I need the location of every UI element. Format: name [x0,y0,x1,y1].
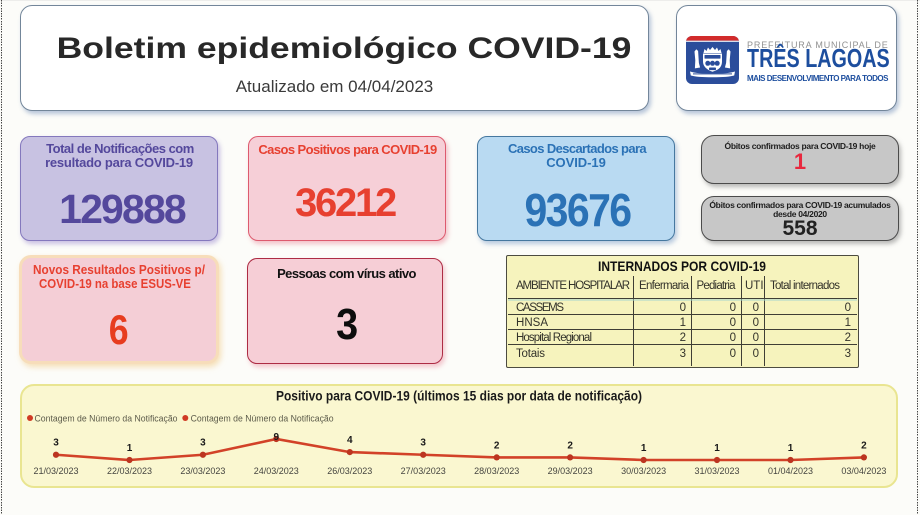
svg-text:30/03/2023: 30/03/2023 [621,466,666,476]
svg-text:2: 2 [680,332,686,344]
svg-text:03/04/2023: 03/04/2023 [841,466,886,476]
svg-text:9: 9 [274,432,280,443]
svg-text:Enfermaria: Enfermaria [639,280,690,292]
svg-text:01/04/2023: 01/04/2023 [768,466,813,476]
svg-text:4: 4 [347,435,353,446]
svg-text:Hospital Regional: Hospital Regional [516,332,592,344]
svg-text:23/03/2023: 23/03/2023 [180,466,225,476]
svg-text:2: 2 [494,440,500,451]
svg-text:2: 2 [861,440,867,451]
svg-text:0: 0 [730,348,736,360]
svg-text:INTERNADOS POR COVID-19: INTERNADOS POR COVID-19 [598,258,766,274]
svg-text:0: 0 [730,317,736,329]
svg-text:1: 1 [788,443,794,454]
svg-text:0: 0 [753,332,759,344]
svg-text:Contagem de Número da Notifica: Contagem de Número da Notificação [191,413,334,423]
svg-text:31/03/2023: 31/03/2023 [694,466,739,476]
svg-text:Total internados: Total internados [770,280,840,292]
svg-text:1: 1 [127,443,133,454]
svg-text:Pediatria: Pediatria [697,280,737,292]
svg-text:0: 0 [753,348,759,360]
svg-text:HNSA: HNSA [516,317,548,329]
svg-text:1: 1 [845,317,851,329]
svg-text:3: 3 [53,438,59,449]
svg-text:2: 2 [567,440,573,451]
svg-text:CASSEMS: CASSEMS [516,302,564,314]
svg-text:28/03/2023: 28/03/2023 [474,466,519,476]
svg-text:0: 0 [753,302,759,314]
svg-text:1: 1 [714,443,720,454]
svg-text:29/03/2023: 29/03/2023 [548,466,593,476]
svg-text:22/03/2023: 22/03/2023 [107,466,152,476]
svg-text:3: 3 [200,438,206,449]
svg-text:3: 3 [680,348,686,360]
svg-text:27/03/2023: 27/03/2023 [401,466,446,476]
svg-text:Totais: Totais [516,348,545,360]
svg-text:0: 0 [730,332,736,344]
svg-text:AMBIENTE HOSPITALAR: AMBIENTE HOSPITALAR [516,280,630,292]
svg-text:3: 3 [845,348,851,360]
svg-text:0: 0 [753,317,759,329]
svg-text:Positivo para COVID-19 (último: Positivo para COVID-19 (últimos 15 dias … [276,388,642,404]
svg-text:1: 1 [680,317,686,329]
svg-text:0: 0 [730,302,736,314]
svg-text:26/03/2023: 26/03/2023 [327,466,372,476]
svg-text:3: 3 [420,438,426,449]
svg-text:Contagem de Número da Notifica: Contagem de Número da Notificação [35,413,178,423]
svg-text:0: 0 [680,302,686,314]
svg-text:0: 0 [845,302,851,314]
svg-text:21/03/2023: 21/03/2023 [33,466,78,476]
svg-text:2: 2 [845,332,851,344]
svg-text:24/03/2023: 24/03/2023 [254,466,299,476]
svg-text:1: 1 [641,443,647,454]
svg-text:UTI: UTI [745,280,764,292]
